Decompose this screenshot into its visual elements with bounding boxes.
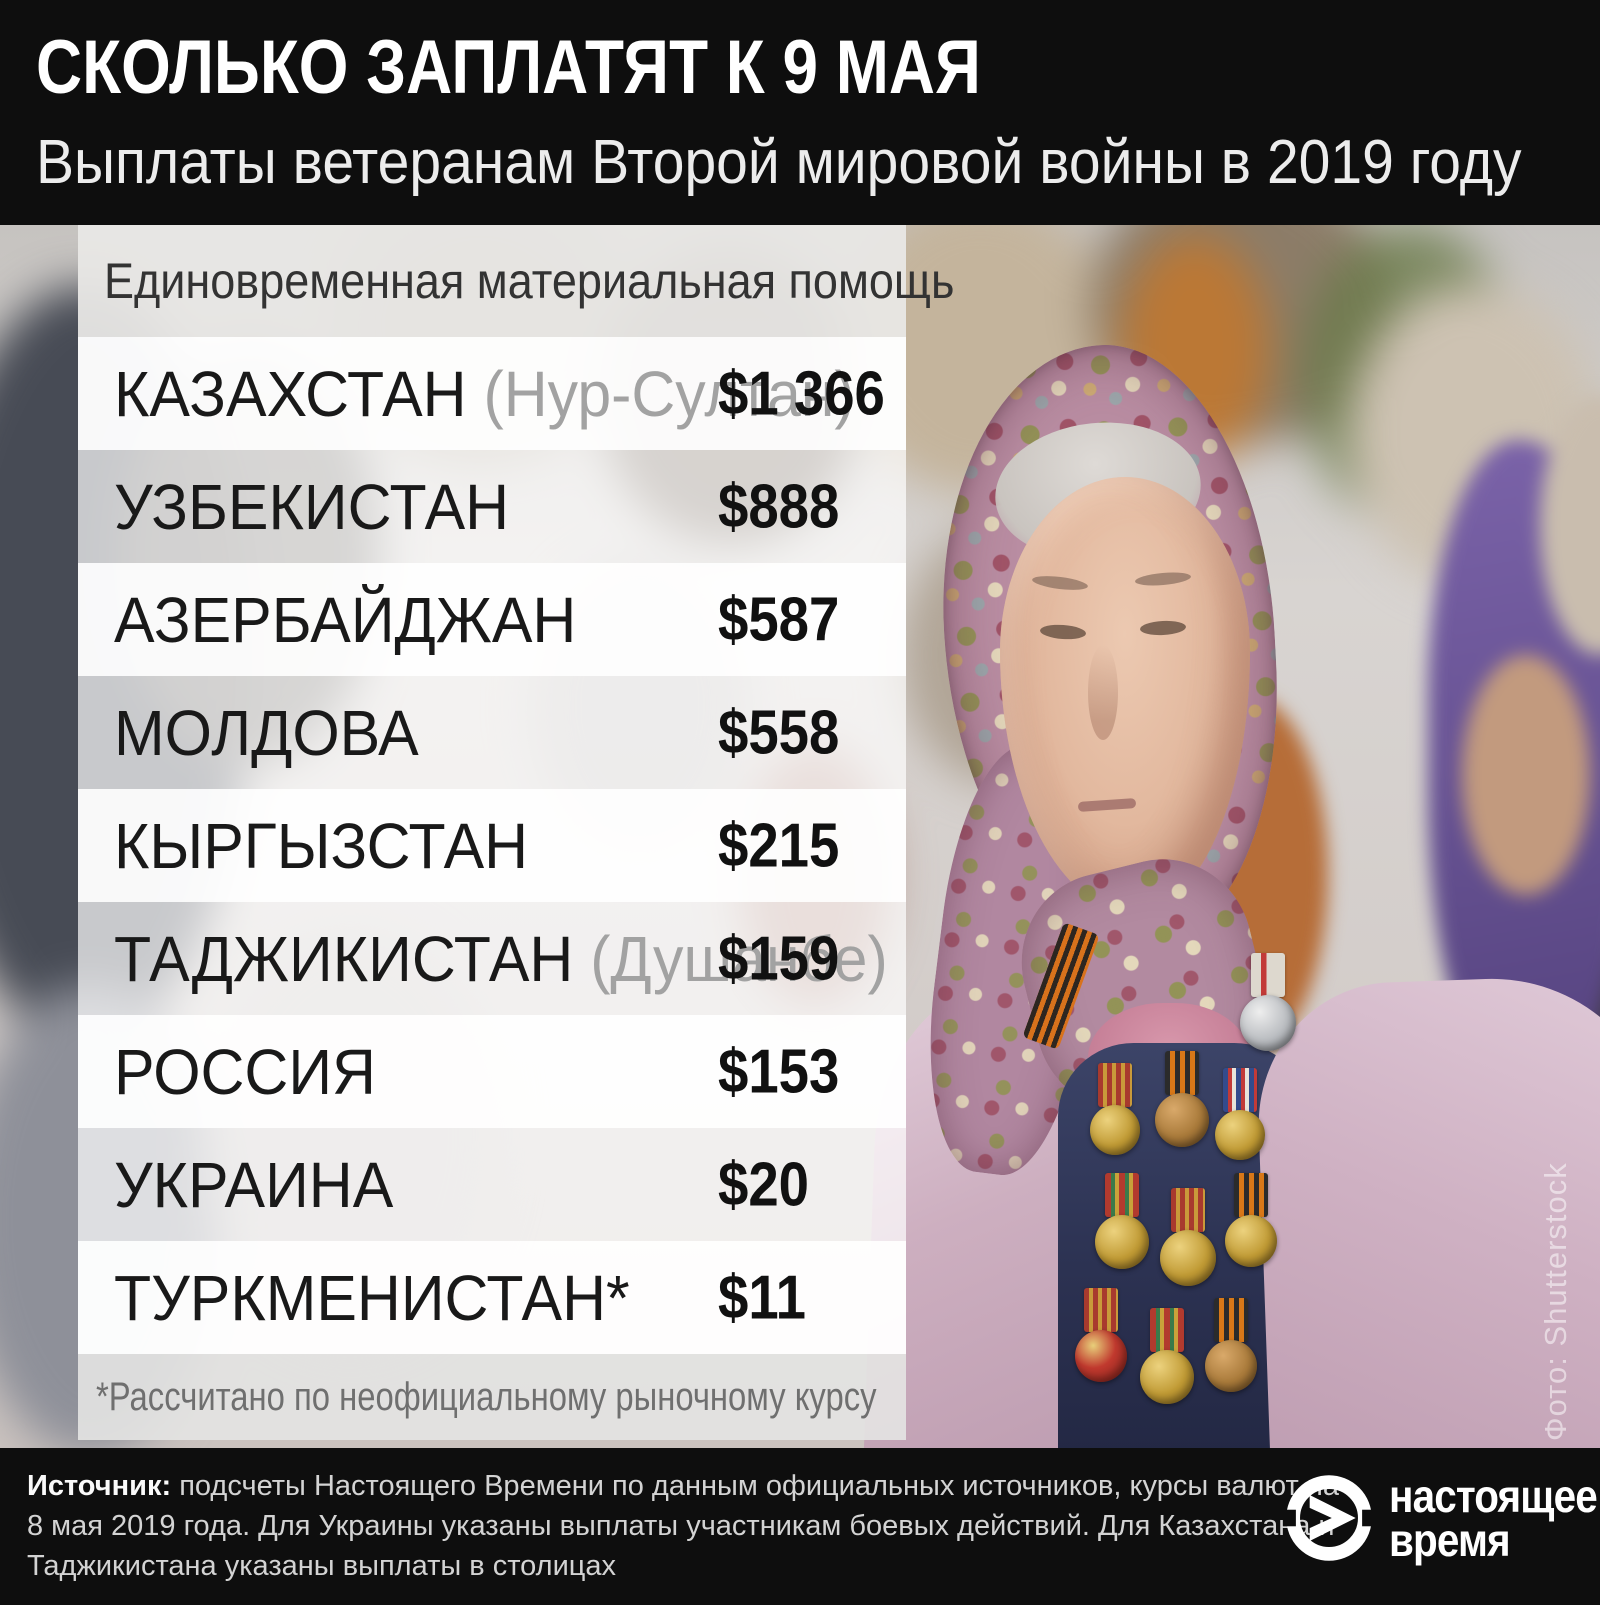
country-label: РОССИЯ (114, 1035, 376, 1108)
photo-midground-people (0, 225, 1600, 1448)
medal-icon (1160, 1230, 1216, 1286)
country-label: УКРАИНА (114, 1148, 394, 1221)
city-note: (Душанбе) (573, 922, 888, 995)
medal-icon (1090, 1105, 1140, 1155)
table-row: ТАДЖИКИСТАН (Душанбе) $159 (78, 902, 906, 1015)
country-label: ТАДЖИКИСТАН (114, 922, 574, 995)
country-cell: УЗБЕКИСТАН (114, 470, 509, 544)
medal-icon (1240, 995, 1296, 1051)
amount-value: $1 366 (718, 359, 885, 428)
page-title: СКОЛЬКО ЗАПЛАТЯТ К 9 МАЯ (36, 25, 981, 110)
medals-group (0, 225, 1600, 1448)
country-cell: КЫРГЫЗСТАН (114, 809, 528, 883)
table-header: Единовременная материальная помощь (78, 225, 954, 337)
medal-ribbon (1234, 1173, 1268, 1217)
medal-icon (1140, 1350, 1194, 1404)
nose-shadow (1088, 645, 1118, 740)
medal-icon (1215, 1110, 1265, 1160)
logo-line1: настоящее (1389, 1470, 1598, 1522)
table-row: АЗЕРБАЙДЖАН $587 (78, 563, 906, 676)
table-row: УЗБЕКИСТАН $888 (78, 450, 906, 563)
current-time-logo: настоящее время (1283, 1468, 1598, 1588)
medal-icon (1225, 1215, 1277, 1267)
country-label: МОЛДОВА (114, 696, 419, 769)
country-label: КЫРГЫЗСТАН (114, 809, 529, 882)
medal-ribbon (1165, 1051, 1199, 1095)
country-cell: КАЗАХСТАН (Нур-Султан) (114, 357, 855, 431)
amount-value: $215 (718, 811, 840, 880)
logo-line2: время (1389, 1514, 1511, 1566)
table-row: КЫРГЫЗСТАН $215 (78, 789, 906, 902)
table-row: МОЛДОВА $558 (78, 676, 906, 789)
amount-value: $159 (718, 924, 840, 993)
medal-icon (1205, 1340, 1257, 1392)
table-header-label: Единовременная материальная помощь (104, 253, 955, 309)
photo-credit: Фото: Shutterstock (1538, 1162, 1573, 1441)
amount-value: $20 (718, 1150, 810, 1219)
source-note: Источник: подсчеты Настоящего Времени по… (27, 1466, 1357, 1586)
table-row: КАЗАХСТАН (Нур-Султан) $1 366 (78, 337, 906, 450)
medal-ribbon (1105, 1173, 1139, 1217)
source-label: Источник: (27, 1470, 172, 1502)
country-label: УЗБЕКИСТАН (114, 470, 510, 543)
payments-table: Единовременная материальная помощь КАЗАХ… (78, 225, 954, 1440)
country-label: КАЗАХСТАН (114, 357, 467, 430)
country-cell: ТАДЖИКИСТАН (Душанбе) (114, 922, 888, 996)
background-face (1462, 655, 1590, 895)
logo-wordmark: настоящее время (1389, 1470, 1600, 1566)
footnote-label: *Рассчитано по неофициальному рыночному … (96, 1374, 877, 1419)
face (1000, 477, 1250, 913)
masthead: СКОЛЬКО ЗАПЛАТЯТ К 9 МАЯ Выплаты ветеран… (0, 0, 1600, 225)
table-row: УКРАИНА $20 (78, 1128, 906, 1241)
city-note: (Нур-Султан) (466, 357, 855, 430)
play-circle-icon (1283, 1475, 1375, 1561)
source-text: подсчеты Настоящего Времени по данным оф… (27, 1470, 1339, 1582)
table-footnote: *Рассчитано по неофициальному рыночному … (78, 1354, 906, 1440)
country-label: АЗЕРБАЙДЖАН (114, 583, 577, 656)
amount-value: $153 (718, 1037, 840, 1106)
medal-ribbon (1214, 1298, 1248, 1342)
medal-icon (1095, 1215, 1149, 1269)
medal-ribbon (1150, 1308, 1184, 1352)
medal-icon (1155, 1093, 1209, 1147)
amount-value: $888 (718, 472, 840, 541)
country-cell: АЗЕРБАЙДЖАН (114, 583, 576, 657)
table-rows: КАЗАХСТАН (Нур-Султан) $1 366 УЗБЕКИСТАН… (78, 337, 906, 1354)
medal-ribbon (1084, 1288, 1118, 1332)
amount-value: $11 (718, 1263, 807, 1332)
table-row: РОССИЯ $153 (78, 1015, 906, 1128)
amount-value: $587 (718, 585, 840, 654)
medal-ribbon (1251, 953, 1285, 997)
country-cell: ТУРКМЕНИСТАН* (114, 1261, 630, 1335)
country-cell: УКРАИНА (114, 1148, 393, 1222)
country-label: ТУРКМЕНИСТАН* (114, 1261, 630, 1334)
medal-icon (1075, 1330, 1127, 1382)
page-subtitle: Выплаты ветеранам Второй мировой войны в… (36, 128, 1522, 197)
medal-ribbon (1171, 1188, 1205, 1232)
amount-value: $558 (718, 698, 840, 767)
country-cell: МОЛДОВА (114, 696, 419, 770)
table-row: ТУРКМЕНИСТАН* $11 (78, 1241, 906, 1354)
country-cell: РОССИЯ (114, 1035, 376, 1109)
medal-ribbon (1098, 1063, 1132, 1107)
medal-ribbon (1223, 1068, 1257, 1112)
